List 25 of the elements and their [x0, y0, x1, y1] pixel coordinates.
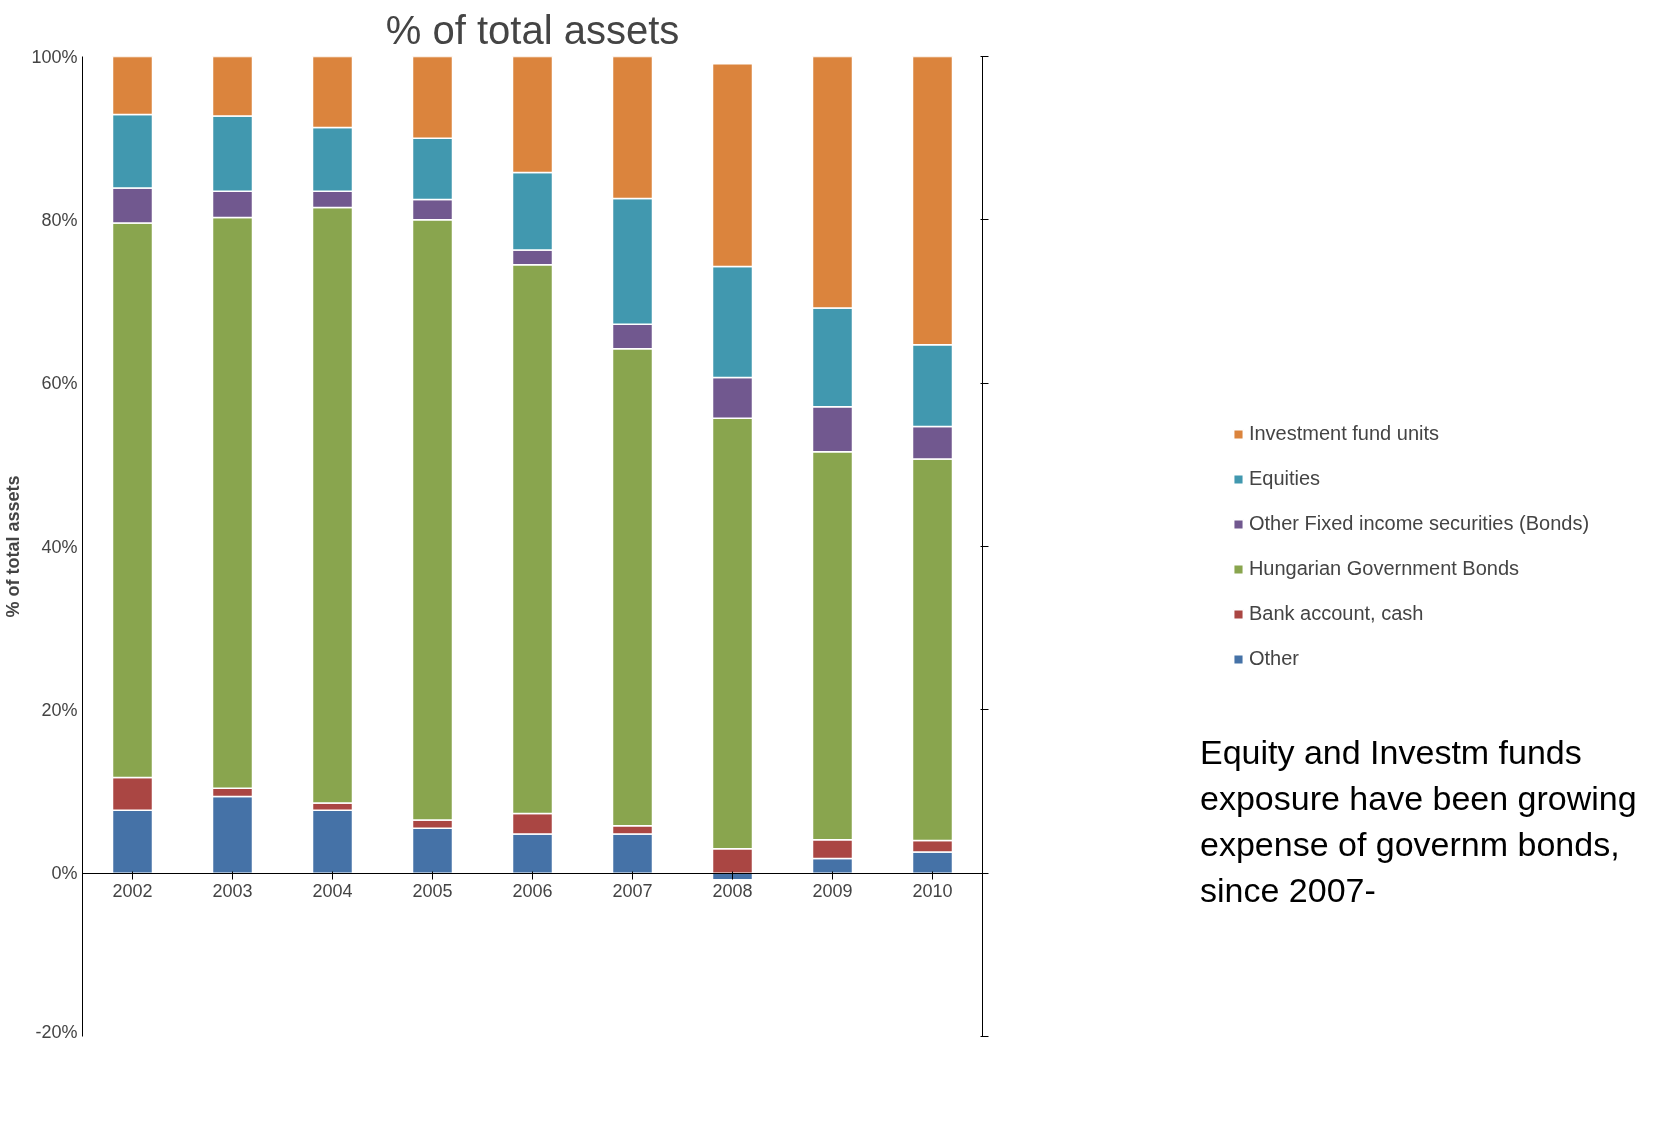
legend-label: Equities	[1248, 467, 1321, 490]
y-tick-label: 100%	[31, 46, 78, 67]
x-tick-label: 2002	[112, 881, 153, 902]
y-tick-label: 20%	[41, 699, 78, 720]
y-tick-label: 80%	[41, 209, 78, 230]
legend-label: Hungarian Government Bonds	[1248, 557, 1520, 580]
chart-title: % of total assets	[385, 7, 680, 52]
legend-label: Investment fund units	[1248, 422, 1440, 445]
text: Equity and Investm funds exposure have been growing expense of governm bonds, since 2007-	[1200, 732, 1638, 911]
x-tick-label: 2010	[912, 881, 953, 902]
x-tick-label: 2004	[312, 881, 353, 902]
x-tick-label: 2008	[712, 881, 753, 902]
legend-label: Other Fixed income securities (Bonds)	[1248, 512, 1590, 535]
x-tick-label: 2007	[612, 881, 653, 902]
y-axis-title: % of total assets	[3, 475, 24, 618]
y-tick-label: 60%	[41, 373, 78, 394]
x-tick-label: 2006	[512, 881, 553, 902]
y-tick-label: 0%	[51, 863, 78, 884]
y-tick-label: -20%	[35, 1021, 78, 1042]
x-tick-label: 2009	[812, 881, 853, 902]
legend-label: Other	[1248, 647, 1299, 670]
x-tick-label: 2005	[412, 881, 453, 902]
y-tick-label: 40%	[41, 536, 78, 557]
x-tick-label: 2003	[212, 881, 253, 902]
legend-label: Bank account, cash	[1248, 602, 1424, 625]
